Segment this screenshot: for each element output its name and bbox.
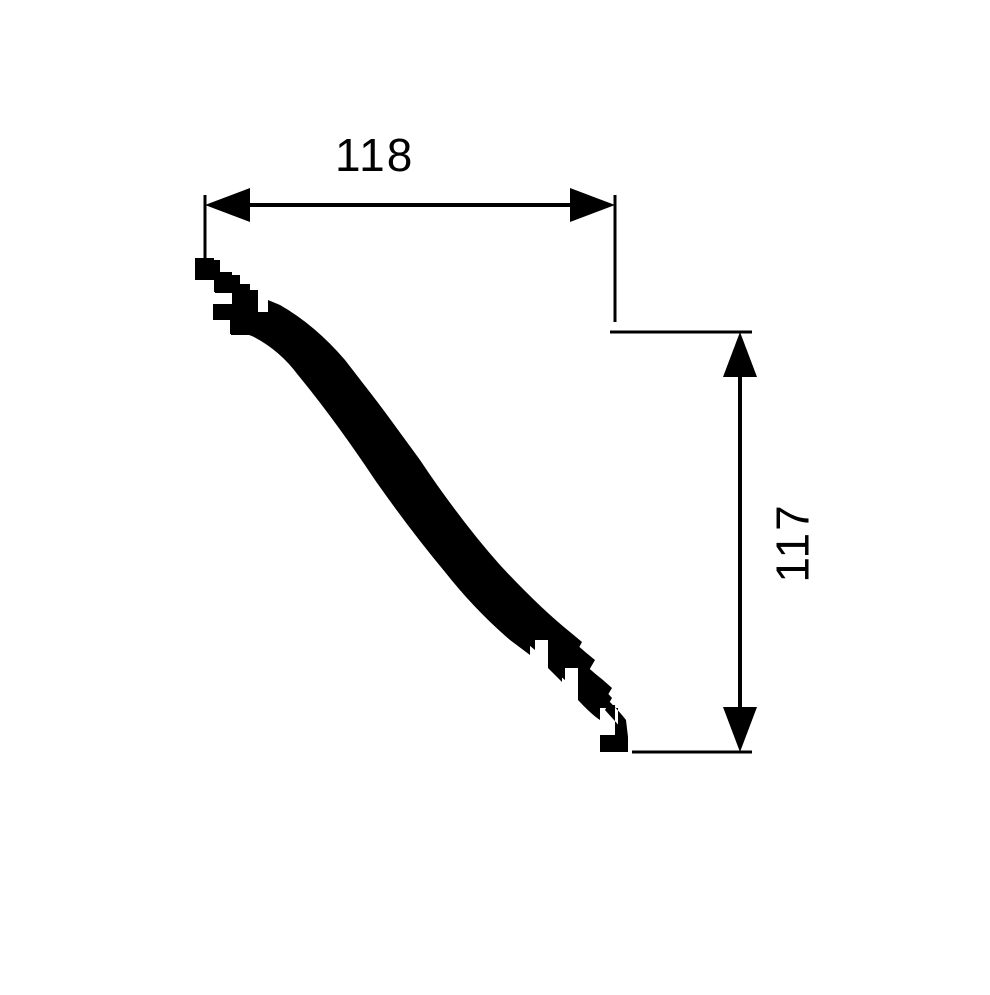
height-dimension-label: 117 <box>766 503 820 582</box>
molding-profile <box>195 258 628 752</box>
horizontal-dimension <box>205 188 615 322</box>
technical-drawing: 118 117 <box>0 0 990 990</box>
drawing-svg <box>0 0 990 990</box>
vertical-dimension <box>610 332 757 752</box>
width-dimension-label: 118 <box>335 128 414 182</box>
